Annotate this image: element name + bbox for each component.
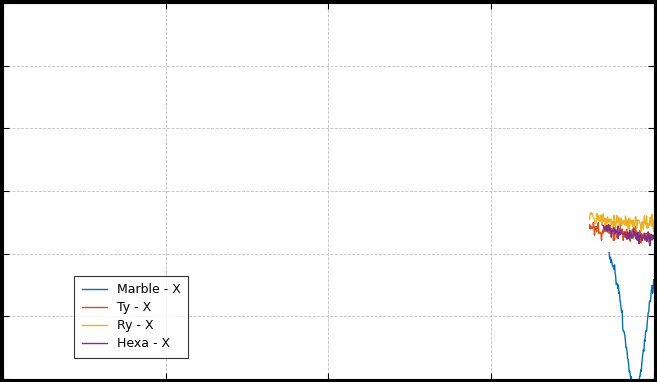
Ry - X [650,217,657,221]
Line: Ty - X: Ty - X [589,222,654,243]
Line: Ry - X: Ry - X [589,212,654,232]
Line: Hexa - X: Hexa - X [602,225,654,246]
Ty - X [650,232,657,237]
Legend: Marble - X, Ty - X, Ry - X, Hexa - X: Marble - X, Ty - X, Ry - X, Hexa - X [74,276,188,358]
Marble - X [650,283,657,288]
Line: Marble - X: Marble - X [609,253,654,382]
Hexa - X [650,236,657,241]
